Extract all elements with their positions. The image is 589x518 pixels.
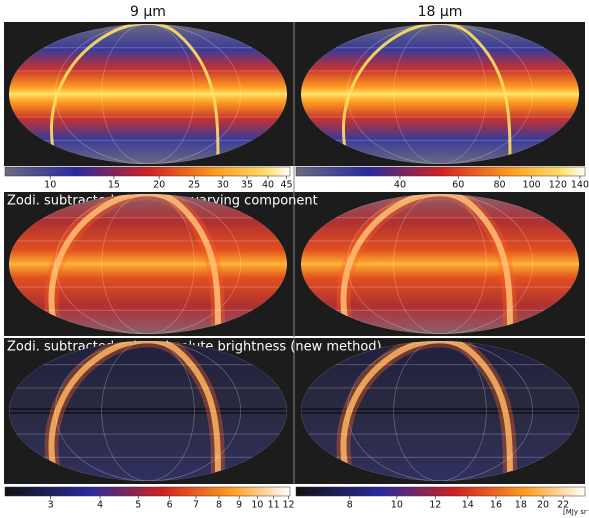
colorbar-tick-label: 4 — [97, 500, 103, 511]
graticule — [55, 194, 241, 334]
colorbar-tick-label: 14 — [462, 500, 474, 511]
header: 18 μm — [418, 4, 463, 20]
sky-map — [301, 341, 579, 481]
colorbar-tick-label: 8 — [216, 500, 222, 511]
plane — [9, 408, 287, 414]
colorbar-tick-label: 11 — [268, 500, 280, 511]
colorbar-tick-label: 10 — [391, 500, 403, 511]
colorbar-tick-label: 20 — [537, 500, 549, 511]
colorbar-tick-label: 30 — [217, 180, 229, 191]
colorbar-tick-label: 20 — [153, 180, 165, 191]
plane — [301, 408, 579, 414]
colorbar-tick-label: 60 — [452, 180, 464, 191]
colorbar — [4, 166, 291, 177]
colorbar-tick-label: 7 — [193, 500, 199, 511]
graticule — [347, 24, 533, 164]
colorbar-tick-label: 45 — [280, 180, 292, 191]
graticule — [101, 341, 195, 481]
graticule — [393, 341, 487, 481]
colorbar-tick-label: 9 — [236, 500, 242, 511]
graticule — [55, 24, 241, 164]
sky-map — [301, 194, 579, 334]
colorbar-tick-label: 12 — [429, 500, 441, 511]
galactic-arc — [342, 24, 512, 164]
graticule — [347, 341, 533, 481]
colorbar-tick-label: 120 — [549, 180, 567, 191]
sky-map — [9, 194, 287, 334]
graticule — [347, 194, 533, 334]
graticule — [55, 341, 241, 481]
colorbar-tick-label: 5 — [135, 500, 141, 511]
colorbar-tick-label: 12 — [283, 500, 295, 511]
galactic-arc — [340, 194, 513, 334]
galactic-arc — [48, 341, 221, 481]
colorbar — [295, 166, 586, 177]
colorbar — [4, 486, 291, 497]
galactic-arc-glow — [44, 341, 225, 481]
colorbar-tick-label: 6 — [167, 500, 173, 511]
colorbar-tick-label: 18 — [515, 500, 527, 511]
galactic-arc-glow — [336, 341, 517, 481]
sky-map — [9, 341, 287, 481]
colorbar-tick-label: 16 — [490, 500, 502, 511]
colorbar-tick-label: 80 — [494, 180, 506, 191]
colorbar-tick-label: 10 — [251, 500, 263, 511]
sky-map — [301, 24, 579, 164]
colorbar-tick-label: 25 — [188, 180, 200, 191]
galactic-arc-glow — [44, 194, 225, 334]
graticule — [393, 24, 487, 164]
colorbar-tick-label: 35 — [241, 180, 253, 191]
galactic-arc — [48, 194, 221, 334]
colorbar-tick-label: 3 — [48, 500, 54, 511]
colorbar-tick-label: 100 — [523, 180, 541, 191]
graticule — [101, 24, 195, 164]
colorbar-tick-label: 40 — [394, 180, 406, 191]
graticule — [393, 194, 487, 334]
graticule — [101, 194, 195, 334]
colorbar — [295, 486, 586, 497]
colorbar-tick-label: 140 — [571, 180, 589, 191]
colorbar-tick-label: 22 — [557, 500, 569, 511]
unit: [MJy sr⁻¹] — [563, 508, 589, 516]
colorbar-tick-label: 10 — [44, 180, 56, 191]
galactic-arc-glow — [336, 194, 517, 334]
galactic-arc — [340, 341, 513, 481]
colorbar-tick-label: 40 — [262, 180, 274, 191]
sky-map — [9, 24, 287, 164]
header: 9 μm — [130, 4, 166, 20]
colorbar-tick-label: 15 — [108, 180, 120, 191]
galactic-arc — [50, 24, 220, 164]
colorbar-tick-label: 8 — [347, 500, 353, 511]
